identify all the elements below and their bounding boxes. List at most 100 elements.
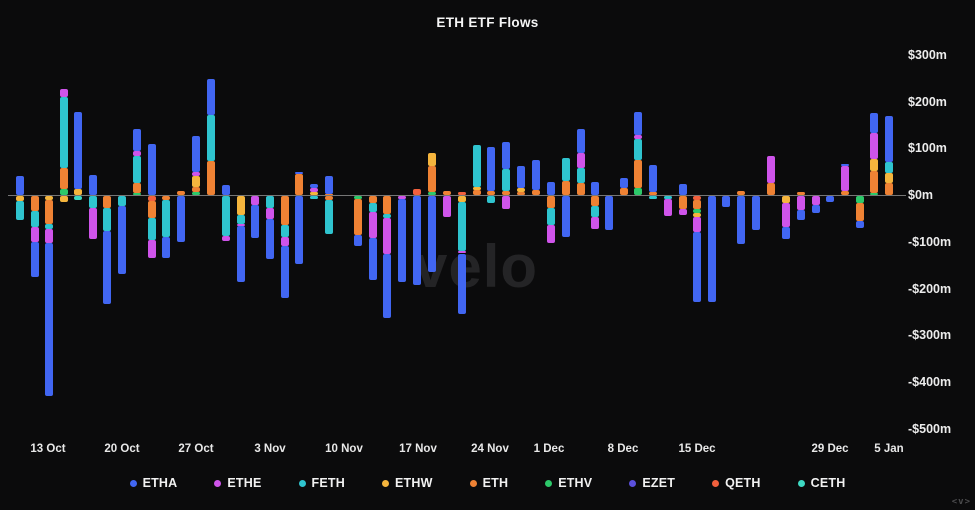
bar-segment-ETHW[interactable] <box>473 186 481 191</box>
bar-segment-ETHW[interactable] <box>237 196 245 215</box>
bar-segment-ETHA[interactable] <box>74 112 82 190</box>
bar-segment-ETHE[interactable] <box>60 88 68 98</box>
bar-segment-ETHE[interactable] <box>782 203 790 227</box>
bar-segment-ETHA[interactable] <box>237 225 245 282</box>
bar-segment-ETHW[interactable] <box>870 159 878 172</box>
bar-segment-ETH[interactable] <box>547 196 555 208</box>
bar-segment-ETHA[interactable] <box>722 196 730 207</box>
bar-segment-ETH[interactable] <box>133 182 141 193</box>
bar-segment-ETHW[interactable] <box>16 196 24 201</box>
bar-segment-ETHV[interactable] <box>60 189 68 195</box>
bar-segment-ETHA[interactable] <box>458 253 466 315</box>
legend-item-CETH[interactable]: CETH <box>797 476 846 490</box>
bar-segment-ETHV[interactable] <box>693 209 701 213</box>
bar-segment-ETHA[interactable] <box>634 112 642 135</box>
bar-segment-ETHE[interactable] <box>870 132 878 160</box>
bar-segment-ETHA[interactable] <box>295 196 303 264</box>
bar-segment-ETH[interactable] <box>281 196 289 225</box>
bar-segment-FETH[interactable] <box>664 196 672 199</box>
bar-segment-FETH[interactable] <box>45 224 53 230</box>
bar-segment-ETH[interactable] <box>192 187 200 193</box>
bar-segment-ETHA[interactable] <box>354 234 362 246</box>
bar-segment-QETH[interactable] <box>413 188 421 195</box>
bar-segment-ETHA[interactable] <box>16 176 24 195</box>
bar-segment-ETHE[interactable] <box>577 153 585 169</box>
legend-item-ETH[interactable]: ETH <box>469 476 509 490</box>
bar-segment-ETHW[interactable] <box>60 196 68 202</box>
bar-segment-ETH[interactable] <box>428 166 436 192</box>
bar-segment-ETHE[interactable] <box>841 166 849 191</box>
bar-segment-ETHE[interactable] <box>45 229 53 244</box>
bar-segment-ETH[interactable] <box>517 192 525 195</box>
bar-segment-ETHA[interactable] <box>310 183 318 189</box>
bar-segment-ETHE[interactable] <box>89 208 97 239</box>
bar-segment-ETH[interactable] <box>31 196 39 211</box>
bar-segment-ETHA[interactable] <box>162 237 170 258</box>
bar-segment-ETH[interactable] <box>383 196 391 214</box>
bar-segment-ETHA[interactable] <box>192 136 200 173</box>
bar-segment-ETHE[interactable] <box>443 196 451 217</box>
bar-segment-ETHA[interactable] <box>562 196 570 237</box>
bar-segment-ETHA[interactable] <box>679 184 687 195</box>
bar-segment-ETHE[interactable] <box>192 172 200 177</box>
bar-segment-ETH[interactable] <box>103 196 111 209</box>
bar-segment-ETHW[interactable] <box>782 196 790 204</box>
bar-segment-ETH[interactable] <box>443 190 451 195</box>
bar-segment-ETHA[interactable] <box>369 238 377 280</box>
bar-segment-FETH[interactable] <box>60 97 68 169</box>
bar-segment-ETHA[interactable] <box>118 205 126 274</box>
bar-segment-ETHA[interactable] <box>532 159 540 190</box>
bar-segment-ETH[interactable] <box>649 192 657 195</box>
bar-segment-ETHA[interactable] <box>207 79 215 116</box>
bar-segment-ETHE[interactable] <box>591 216 599 229</box>
bar-segment-ETHA[interactable] <box>856 220 864 229</box>
bar-segment-ETHW[interactable] <box>192 176 200 188</box>
bar-segment-ETH[interactable] <box>369 196 377 204</box>
bar-segment-ETHE[interactable] <box>369 212 377 239</box>
bar-segment-ETH[interactable] <box>325 196 333 200</box>
bar-segment-ETH[interactable] <box>693 199 701 210</box>
legend-item-ETHV[interactable]: ETHV <box>545 476 592 490</box>
bar-segment-ETH[interactable] <box>207 161 215 195</box>
bar-segment-ETHE[interactable] <box>398 196 406 200</box>
bar-segment-ETHE[interactable] <box>148 239 156 258</box>
bar-segment-ETH[interactable] <box>767 182 775 195</box>
bar-segment-ETHE[interactable] <box>767 155 775 183</box>
bar-segment-ETHA[interactable] <box>797 210 805 220</box>
bar-segment-ETHA[interactable] <box>577 129 585 154</box>
bar-segment-FETH[interactable] <box>31 210 39 228</box>
bar-segment-FETH[interactable] <box>207 115 215 162</box>
bar-segment-ETHE[interactable] <box>31 227 39 243</box>
bar-segment-FETH[interactable] <box>310 196 318 199</box>
bar-segment-ETHE[interactable] <box>502 196 510 209</box>
bar-segment-ETHE[interactable] <box>693 216 701 233</box>
bar-segment-ETHE[interactable] <box>812 196 820 205</box>
bar-segment-ETHA[interactable] <box>752 196 760 231</box>
bar-segment-FETH[interactable] <box>148 217 156 240</box>
bar-segment-ETH[interactable] <box>737 190 745 195</box>
bar-segment-FETH[interactable] <box>473 144 481 187</box>
bar-segment-FETH[interactable] <box>133 156 141 183</box>
bar-segment-ETH[interactable] <box>591 196 599 206</box>
bar-segment-FETH[interactable] <box>266 196 274 208</box>
bar-segment-ETH[interactable] <box>885 183 893 195</box>
legend-item-FETH[interactable]: FETH <box>298 476 345 490</box>
bar-segment-ETHV[interactable] <box>192 192 200 195</box>
bar-segment-ETH[interactable] <box>177 191 185 195</box>
bar-segment-ETHV[interactable] <box>428 191 436 195</box>
bar-segment-FETH[interactable] <box>16 200 24 220</box>
bar-segment-ETHW[interactable] <box>517 187 525 193</box>
bar-segment-ETHW[interactable] <box>74 189 82 195</box>
bar-segment-ETH[interactable] <box>295 173 303 195</box>
bar-segment-FETH[interactable] <box>103 208 111 232</box>
bar-segment-ETHA[interactable] <box>693 232 701 302</box>
bar-segment-ETHV[interactable] <box>354 196 362 199</box>
bar-segment-ETHA[interactable] <box>517 166 525 188</box>
bar-segment-FETH[interactable] <box>281 224 289 237</box>
bar-segment-ETH[interactable] <box>634 160 642 189</box>
bar-segment-ETHW[interactable] <box>428 152 436 166</box>
bar-segment-FETH[interactable] <box>591 205 599 217</box>
bar-segment-ETHE[interactable] <box>679 209 687 215</box>
legend-item-EZET[interactable]: EZET <box>629 476 675 490</box>
bar-segment-ETH[interactable] <box>620 187 628 195</box>
